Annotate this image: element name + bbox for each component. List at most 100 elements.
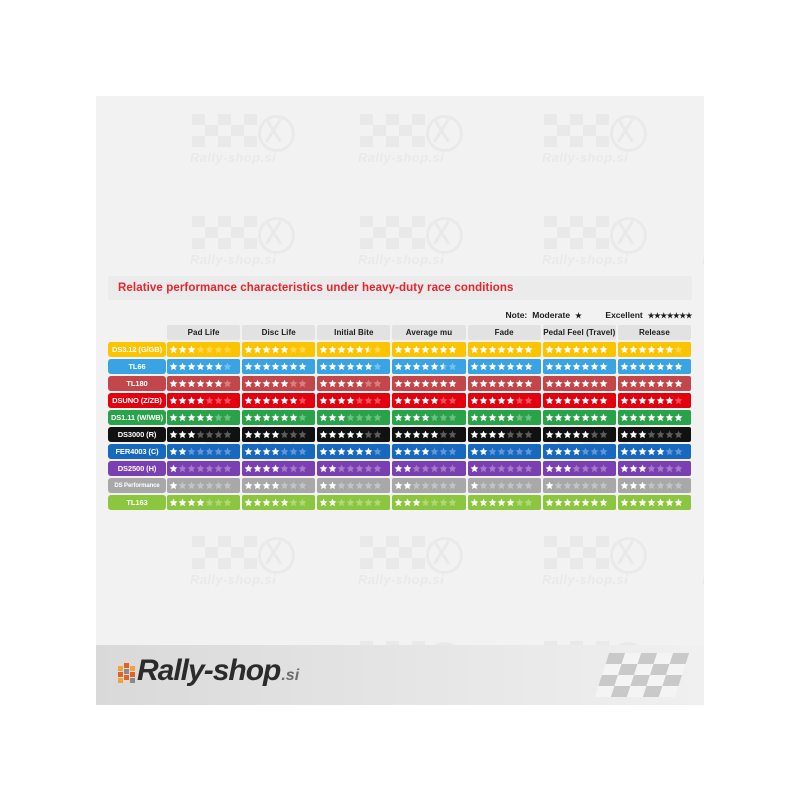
watermark-wheel-icon	[258, 217, 295, 254]
rating-cell	[467, 495, 541, 510]
watermark-text: Rally-shop.si	[542, 150, 629, 165]
row-label: DS Performance	[108, 478, 166, 493]
table-row: DS2500 (H)	[108, 461, 692, 476]
rating-cell	[317, 444, 391, 459]
rating-cell	[392, 478, 466, 493]
rating-cell	[317, 393, 391, 408]
page-title: Relative performance characteristics und…	[118, 282, 514, 294]
rating-cell	[167, 427, 241, 442]
logo-dot	[118, 672, 123, 677]
rating-cell	[617, 461, 691, 476]
rating-cell	[542, 444, 616, 459]
checker-cell	[662, 675, 682, 686]
watermark: Rally-shop.si	[352, 536, 472, 598]
watermark-text: Rally-shop.si	[542, 252, 629, 267]
rating-cell	[617, 495, 691, 510]
table-row: DSUNO (Z/ZB)	[108, 393, 692, 408]
checker-cell	[669, 653, 690, 664]
checker-cell	[666, 664, 686, 675]
watermark: Rally-shop.si	[696, 216, 704, 278]
watermark-text: Rally-shop.si	[358, 252, 445, 267]
checkered-flag-icon	[594, 653, 690, 697]
column-header: Disc Life	[242, 325, 316, 340]
rating-cell	[167, 461, 241, 476]
rating-cell	[392, 410, 466, 425]
rating-cell	[317, 359, 391, 374]
rating-cell	[317, 376, 391, 391]
watermark: Rally-shop.si	[352, 216, 472, 278]
rating-cell	[617, 376, 691, 391]
rating-cell	[242, 478, 316, 493]
rating-cell	[467, 376, 541, 391]
row-label: DS1.11 (W/WB)	[108, 410, 166, 425]
watermark-text: Rally-shop.si	[190, 150, 277, 165]
note-moderate-label: Moderate	[532, 310, 571, 320]
watermark-text: Rally-shop.si	[190, 252, 277, 267]
watermark-text: Rally-shop.si	[702, 252, 704, 267]
watermark-flag-icon	[544, 216, 609, 250]
logo-dot	[118, 678, 123, 683]
rating-cell	[242, 495, 316, 510]
logo-name: Rally-shop	[137, 654, 281, 687]
watermark-text: Rally-shop.si	[702, 572, 704, 587]
watermark-text: Rally-shop.si	[190, 572, 277, 587]
table-row: TL163	[108, 495, 692, 510]
rating-cell	[542, 495, 616, 510]
watermark: Rally-shop.si	[184, 114, 304, 176]
rating-cell	[167, 393, 241, 408]
rating-cell	[242, 359, 316, 374]
rating-cell	[542, 393, 616, 408]
note-excellent-stars: ★★★★★★★	[647, 310, 693, 320]
watermark-wheel-icon	[426, 537, 463, 574]
row-label: DS3.12 (G/GB)	[108, 342, 166, 357]
column-header: Average mu	[392, 325, 466, 340]
rating-cell	[542, 427, 616, 442]
rating-cell	[542, 342, 616, 357]
rating-cell	[392, 393, 466, 408]
watermark-wheel-icon	[426, 217, 463, 254]
rating-cell	[317, 495, 391, 510]
rating-cell	[167, 444, 241, 459]
watermark-flag-icon	[360, 114, 425, 148]
table-header-row: Pad Life Disc Life Initial Bite Average mu F…	[108, 325, 692, 340]
logo: Rally-shop .si	[118, 656, 299, 686]
rating-cell	[242, 376, 316, 391]
rating-cell	[617, 410, 691, 425]
table-row: DS1.11 (W/WB)	[108, 410, 692, 425]
column-header: Initial Bite	[317, 325, 391, 340]
logo-dot	[118, 666, 123, 671]
note-label: Note:	[505, 310, 528, 320]
header-corner	[108, 325, 166, 340]
rating-cell	[167, 376, 241, 391]
rating-cell	[167, 495, 241, 510]
rating-cell	[392, 359, 466, 374]
rating-cell	[542, 359, 616, 374]
rating-cell	[392, 461, 466, 476]
rating-cell	[317, 410, 391, 425]
row-label: DS3000 (R)	[108, 427, 166, 442]
rating-cell	[242, 461, 316, 476]
column-header: Fade	[467, 325, 541, 340]
rating-cell	[242, 444, 316, 459]
rating-cell	[617, 427, 691, 442]
watermark: Rally-shop.si	[352, 114, 472, 176]
note-moderate-stars: ★	[575, 310, 582, 320]
rating-cell	[317, 461, 391, 476]
logo-dot	[130, 678, 135, 683]
watermark-text: Rally-shop.si	[358, 572, 445, 587]
watermark-wheel-icon	[610, 537, 647, 574]
rating-cell	[242, 342, 316, 357]
watermark-wheel-icon	[258, 115, 295, 152]
watermark: Rally-shop.si	[536, 536, 656, 598]
column-header: Release	[617, 325, 691, 340]
rating-cell	[617, 478, 691, 493]
logo-dot	[130, 672, 135, 677]
rating-cell	[542, 461, 616, 476]
rating-cell	[392, 376, 466, 391]
rating-cell	[392, 342, 466, 357]
watermark-wheel-icon	[610, 115, 647, 152]
row-label: TL163	[108, 495, 166, 510]
rating-cell	[542, 376, 616, 391]
rating-cell	[542, 410, 616, 425]
